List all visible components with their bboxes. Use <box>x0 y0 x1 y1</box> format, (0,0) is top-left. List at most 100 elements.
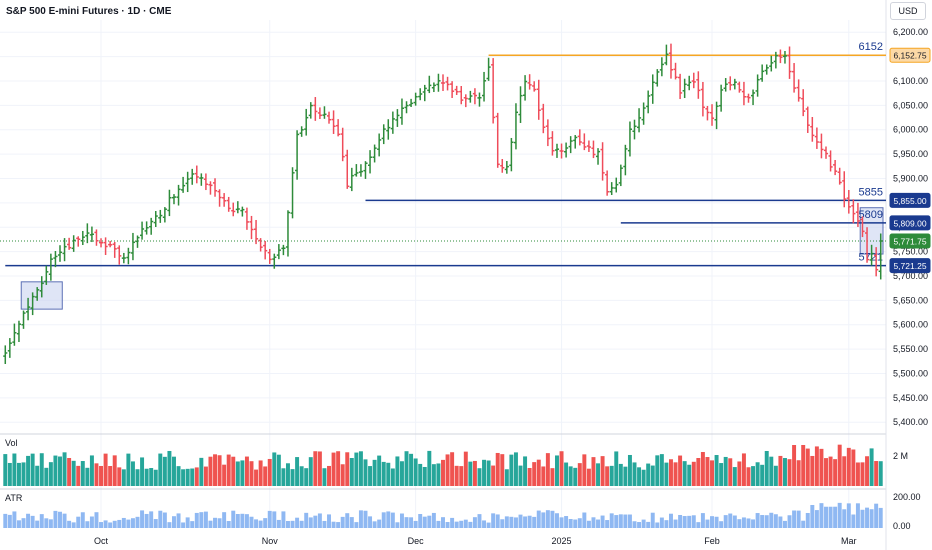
ohlc-bar[interactable] <box>272 253 277 269</box>
ohlc-bar[interactable] <box>85 223 90 244</box>
ohlc-bar[interactable] <box>153 211 158 227</box>
ohlc-bar[interactable] <box>559 143 564 159</box>
ohlc-bar[interactable] <box>440 74 446 91</box>
ohlc-bar[interactable] <box>349 167 354 192</box>
currency-button[interactable]: USD <box>890 2 926 20</box>
ohlc-bar[interactable] <box>158 209 163 223</box>
ohlc-bar[interactable] <box>495 112 500 168</box>
ohlc-bar[interactable] <box>869 244 874 266</box>
ohlc-bar[interactable] <box>641 102 646 125</box>
ohlc-bar[interactable] <box>340 127 345 162</box>
ohlc-bar[interactable] <box>345 149 350 189</box>
ohlc-bar[interactable] <box>468 90 473 103</box>
ohlc-bar[interactable] <box>860 216 865 238</box>
ohlc-bar[interactable] <box>605 170 610 196</box>
ohlc-bar[interactable] <box>71 235 76 252</box>
ohlc-bar[interactable] <box>235 201 240 214</box>
ohlc-bar[interactable] <box>751 89 756 106</box>
ohlc-bar[interactable] <box>21 310 26 329</box>
ohlc-bar[interactable] <box>504 160 509 174</box>
ohlc-bar[interactable] <box>709 104 715 126</box>
ohlc-bar[interactable] <box>149 217 154 235</box>
ohlc-bar[interactable] <box>554 143 560 158</box>
ohlc-bar[interactable] <box>144 221 149 235</box>
ohlc-bar[interactable] <box>409 98 414 108</box>
ohlc-bar[interactable] <box>591 140 596 159</box>
ohlc-bar[interactable] <box>171 194 177 205</box>
ohlc-bar[interactable] <box>26 297 31 321</box>
ohlc-bar[interactable] <box>714 101 719 130</box>
ohlc-bar[interactable] <box>3 345 8 365</box>
ohlc-bar[interactable] <box>244 207 249 230</box>
ohlc-bar[interactable] <box>121 252 126 264</box>
ohlc-bar[interactable] <box>518 86 523 123</box>
ohlc-bar[interactable] <box>80 230 85 246</box>
ohlc-bar[interactable] <box>222 193 227 207</box>
ohlc-bar[interactable] <box>650 74 655 104</box>
ohlc-bar[interactable] <box>231 202 236 217</box>
ohlc-bar[interactable] <box>295 130 300 180</box>
ohlc-bar[interactable] <box>117 245 122 265</box>
ohlc-bar[interactable] <box>646 90 651 114</box>
ohlc-bar[interactable] <box>290 167 295 219</box>
ohlc-bar[interactable] <box>792 63 797 93</box>
ohlc-bar[interactable] <box>732 78 737 90</box>
ohlc-bar[interactable] <box>760 64 765 82</box>
ohlc-bar[interactable] <box>422 84 427 102</box>
ohlc-bar[interactable] <box>194 165 199 184</box>
ohlc-bar[interactable] <box>828 150 833 172</box>
ohlc-bar[interactable] <box>632 119 637 140</box>
ohlc-bar[interactable] <box>372 144 377 163</box>
ohlc-bar[interactable] <box>126 247 131 265</box>
ohlc-bar[interactable] <box>851 199 856 224</box>
ohlc-bar[interactable] <box>600 142 605 181</box>
ohlc-bar[interactable] <box>623 144 628 176</box>
ohlc-bar[interactable] <box>582 133 587 151</box>
ohlc-bar[interactable] <box>135 235 140 248</box>
ohlc-bar[interactable] <box>454 85 459 95</box>
ohlc-bar[interactable] <box>463 94 468 108</box>
ohlc-bar[interactable] <box>94 229 99 246</box>
ohlc-bar[interactable] <box>550 131 555 156</box>
ohlc-bar[interactable] <box>317 107 322 120</box>
ohlc-bar[interactable] <box>16 320 22 342</box>
ohlc-bar[interactable] <box>249 215 254 240</box>
ohlc-bar[interactable] <box>513 103 519 150</box>
ohlc-bar[interactable] <box>354 164 359 177</box>
ohlc-bar[interactable] <box>573 135 578 149</box>
ohlc-bar[interactable] <box>746 93 751 103</box>
ohlc-bar[interactable] <box>810 117 815 142</box>
ohlc-bar[interactable] <box>386 119 391 140</box>
ohlc-bar[interactable] <box>276 244 281 260</box>
ohlc-bar[interactable] <box>659 57 664 77</box>
price-tag[interactable]: 6,152.75 <box>889 47 931 63</box>
ohlc-bar[interactable] <box>445 76 450 91</box>
price-tag[interactable]: 5,721.25 <box>889 258 931 274</box>
ohlc-bar[interactable] <box>436 73 441 92</box>
ohlc-bar[interactable] <box>846 189 851 214</box>
ohlc-bar[interactable] <box>390 111 395 134</box>
ohlc-bar[interactable] <box>263 241 268 260</box>
ohlc-bar[interactable] <box>427 75 432 94</box>
ohlc-bar[interactable] <box>691 72 696 89</box>
ohlc-bar[interactable] <box>755 74 760 97</box>
ohlc-bar[interactable] <box>44 265 49 285</box>
ohlc-bar[interactable] <box>541 103 546 134</box>
ohlc-bar[interactable] <box>108 240 113 248</box>
ohlc-bar[interactable] <box>130 232 135 261</box>
ohlc-bar[interactable] <box>313 97 318 121</box>
ohlc-bar[interactable] <box>62 238 67 262</box>
ohlc-bar[interactable] <box>176 184 181 206</box>
ohlc-bar[interactable] <box>363 161 368 179</box>
ohlc-bar[interactable] <box>30 292 35 316</box>
ohlc-bar[interactable] <box>664 44 669 66</box>
ohlc-bar[interactable] <box>53 251 58 268</box>
ohlc-bar[interactable] <box>523 75 528 101</box>
ohlc-bar[interactable] <box>477 92 482 107</box>
ohlc-bar[interactable] <box>57 245 63 262</box>
ohlc-bar[interactable] <box>267 248 272 264</box>
ohlc-bar[interactable] <box>833 159 838 176</box>
ohlc-bar[interactable] <box>481 71 487 102</box>
ohlc-bar[interactable] <box>864 227 870 263</box>
ohlc-bar[interactable] <box>299 126 304 137</box>
